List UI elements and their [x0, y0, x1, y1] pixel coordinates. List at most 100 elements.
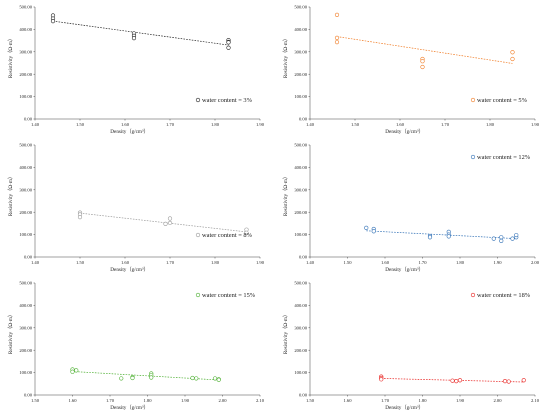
data-point: [491, 236, 496, 241]
data-point: [454, 379, 459, 384]
data-point: [226, 40, 231, 45]
data-point: [510, 50, 515, 55]
trend-line: [336, 36, 513, 64]
y-tick-label: 0.00: [299, 255, 308, 260]
y-tick-label: 100.00: [19, 370, 32, 375]
data-point: [131, 36, 137, 41]
legend-label: water content = 18%: [477, 292, 531, 299]
x-tick-label: 1.40: [306, 122, 315, 127]
x-axis-label: Density（g/cm³）: [385, 404, 423, 411]
x-tick-label: 2.00: [218, 398, 227, 403]
y-tick-label: 400.00: [294, 303, 307, 308]
x-tick-label: 1.70: [106, 398, 115, 403]
data-point: [427, 235, 433, 240]
data-point: [371, 229, 376, 234]
data-point: [514, 232, 519, 238]
legend-marker: [195, 292, 201, 298]
y-axis-label: Resistivity（Ω·m）: [282, 312, 289, 354]
legend-label: water content = 15%: [202, 292, 256, 299]
x-tick-label: 1.70: [418, 260, 427, 265]
x-tick-label: 1.80: [143, 398, 152, 403]
legend-label: water content = 8%: [202, 232, 253, 239]
chart-svg: 0.00 100.00 200.00 300.00 400.00 500.00 1.40 1.…: [7, 143, 265, 273]
y-tick-label: 400.00: [294, 165, 307, 170]
y-axis-label: Resistivity（Ω·m）: [7, 312, 14, 354]
y-tick-label: 100.00: [294, 232, 307, 237]
x-tick-label: 1.40: [31, 122, 40, 127]
data-point: [446, 234, 451, 239]
data-point: [420, 59, 425, 64]
x-tick-label: 1.60: [121, 260, 130, 265]
chart-svg: 0.00 100.00 200.00 300.00 400.00 500.00 1.50 1.…: [7, 281, 265, 411]
chart-panel: 0.00 100.00 200.00 300.00 400.00 500.00 1.40 1.…: [0, 0, 275, 138]
data-point: [420, 64, 425, 70]
y-tick-label: 200.00: [19, 348, 32, 353]
x-tick-label: 1.40: [31, 260, 40, 265]
y-tick-label: 500.00: [294, 143, 307, 148]
data-point: [74, 368, 79, 373]
trend-line: [79, 212, 247, 233]
x-tick-label: 1.50: [351, 122, 360, 127]
chart-svg: 0.00 100.00 200.00 300.00 400.00 500.00 1.50 1.…: [282, 281, 540, 411]
chart-svg: 0.00 100.00 200.00 300.00 400.00 500.00 1.40 1.…: [282, 143, 540, 273]
legend-marker: [195, 232, 201, 238]
x-tick-label: 1.60: [381, 260, 390, 265]
x-tick-label: 1.80: [211, 122, 220, 127]
trend-line: [52, 20, 229, 46]
chart-svg: 0.00 100.00 200.00 300.00 400.00 500.00 1.40 1.…: [7, 5, 265, 135]
data-point: [379, 377, 384, 382]
data-point: [510, 236, 515, 241]
x-tick-label: 2.00: [493, 398, 502, 403]
y-axis-label: Resistivity（Ω·m）: [282, 36, 289, 78]
y-tick-label: 0.00: [24, 255, 33, 260]
y-tick-label: 300.00: [19, 325, 32, 330]
y-axis-label: Resistivity（Ω·m）: [7, 174, 14, 216]
x-axis-label: Density（g/cm³）: [110, 266, 148, 273]
y-tick-label: 400.00: [19, 303, 32, 308]
y-tick-label: 500.00: [19, 143, 32, 148]
x-tick-label: 1.70: [381, 398, 390, 403]
y-tick-label: 200.00: [19, 72, 32, 77]
x-tick-label: 1.50: [306, 398, 315, 403]
legend-marker: [195, 97, 201, 103]
data-point: [70, 369, 75, 374]
x-axis-label: Density（g/cm³）: [110, 404, 148, 411]
y-tick-label: 100.00: [19, 232, 32, 237]
data-point: [499, 235, 504, 240]
x-tick-label: 1.70: [166, 260, 175, 265]
x-tick-label: 1.60: [343, 398, 352, 403]
x-tick-label: 1.50: [76, 122, 85, 127]
x-tick-label: 1.50: [31, 398, 40, 403]
y-tick-label: 100.00: [294, 370, 307, 375]
x-tick-label: 1.60: [396, 122, 405, 127]
data-point: [167, 220, 173, 226]
data-point: [167, 216, 173, 221]
x-axis-label: Density（g/cm³）: [385, 266, 423, 273]
data-point: [149, 375, 154, 380]
legend-label: water content = 12%: [477, 154, 531, 161]
y-tick-label: 300.00: [294, 325, 307, 330]
y-tick-label: 500.00: [294, 5, 307, 10]
chart-panel: 0.00 100.00 200.00 300.00 400.00 500.00 1.50 1.…: [0, 276, 275, 414]
x-tick-label: 1.80: [418, 398, 427, 403]
x-tick-label: 1.70: [166, 122, 175, 127]
data-point: [77, 215, 83, 220]
chart-panel: 0.00 100.00 200.00 300.00 400.00 500.00 1.40 1.…: [0, 138, 275, 276]
x-tick-label: 1.50: [343, 260, 352, 265]
y-tick-label: 200.00: [19, 210, 32, 215]
legend-label: water content = 3%: [202, 97, 253, 104]
data-point: [502, 379, 508, 384]
x-tick-label: 2.10: [531, 398, 540, 403]
y-tick-label: 200.00: [294, 72, 307, 77]
x-tick-label: 1.90: [493, 260, 502, 265]
y-tick-label: 300.00: [294, 187, 307, 192]
chart-panel: 0.00 100.00 200.00 300.00 400.00 500.00 1.40 1.…: [275, 138, 550, 276]
y-tick-label: 0.00: [24, 117, 33, 122]
x-tick-label: 1.40: [306, 260, 315, 265]
x-tick-label: 1.90: [531, 122, 540, 127]
y-tick-label: 400.00: [294, 27, 307, 32]
legend-marker: [470, 97, 476, 103]
y-axis-label: Resistivity（Ω·m）: [282, 174, 289, 216]
data-point: [334, 40, 340, 45]
